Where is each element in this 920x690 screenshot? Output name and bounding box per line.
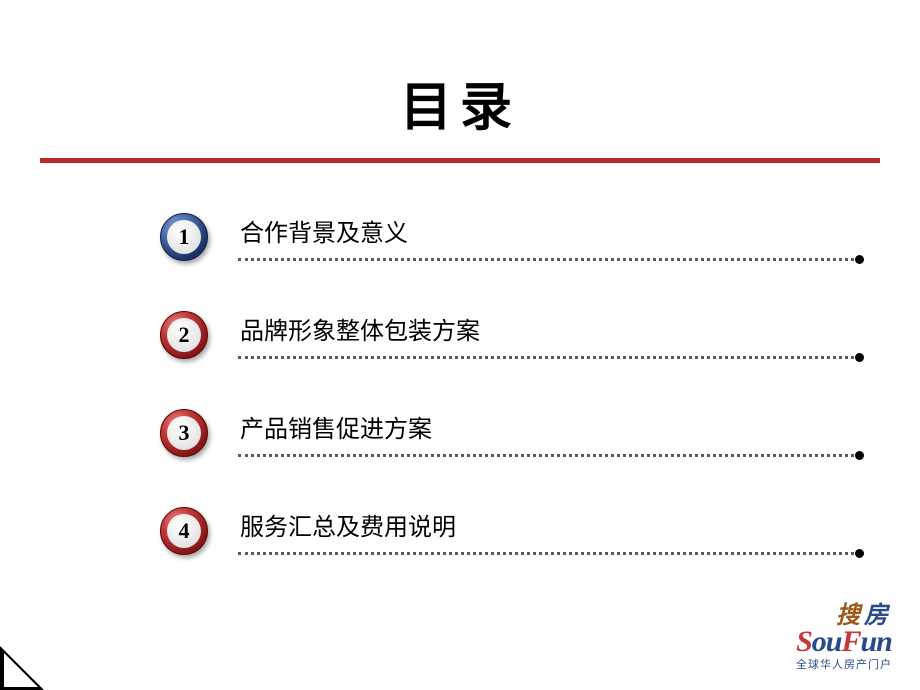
line-end-dot [855, 549, 864, 558]
toc-badge-3: 3 [160, 409, 208, 457]
dotted-line [238, 258, 860, 261]
page-curl-icon [0, 646, 44, 690]
soufun-logo: 搜 房 SouFun 全球华人房产门户 [796, 604, 892, 672]
toc-content: 品牌形象整体包装方案 [238, 311, 860, 359]
toc-badge-2: 2 [160, 311, 208, 359]
dotted-line [238, 552, 860, 555]
logo-en-p4: un [861, 625, 892, 658]
dotted-line [238, 356, 860, 359]
line-end-dot [855, 353, 864, 362]
toc-item-2: 2 品牌形象整体包装方案 [160, 311, 860, 359]
toc-label: 产品销售促进方案 [238, 409, 860, 454]
page-title: 目录 [0, 65, 920, 140]
logo-en-p1: S [796, 625, 812, 658]
logo-en-p3: F [841, 625, 860, 658]
toc-label: 服务汇总及费用说明 [238, 507, 860, 552]
toc-badge-4: 4 [160, 507, 208, 555]
logo-en-p2: ou [812, 625, 842, 658]
dotted-line [238, 454, 860, 457]
toc-label: 合作背景及意义 [238, 213, 860, 258]
table-of-contents: 1 合作背景及意义 2 品牌形象整体包装方案 3 [0, 213, 920, 555]
toc-content: 合作背景及意义 [238, 213, 860, 261]
toc-label: 品牌形象整体包装方案 [238, 311, 860, 356]
toc-item-4: 4 服务汇总及费用说明 [160, 507, 860, 555]
toc-content: 服务汇总及费用说明 [238, 507, 860, 555]
toc-badge-1: 1 [160, 213, 208, 261]
toc-number: 1 [179, 224, 190, 250]
toc-number: 4 [179, 518, 190, 544]
slide-container: 目录 1 合作背景及意义 2 品牌形象整体包装方案 [0, 0, 920, 690]
logo-subtitle: 全球华人房产门户 [796, 656, 892, 672]
toc-number: 3 [179, 420, 190, 446]
toc-item-1: 1 合作背景及意义 [160, 213, 860, 261]
toc-number: 2 [179, 322, 190, 348]
title-underline [40, 158, 880, 163]
logo-english: SouFun [796, 628, 892, 655]
line-end-dot [855, 451, 864, 460]
toc-content: 产品销售促进方案 [238, 409, 860, 457]
toc-item-3: 3 产品销售促进方案 [160, 409, 860, 457]
line-end-dot [855, 255, 864, 264]
